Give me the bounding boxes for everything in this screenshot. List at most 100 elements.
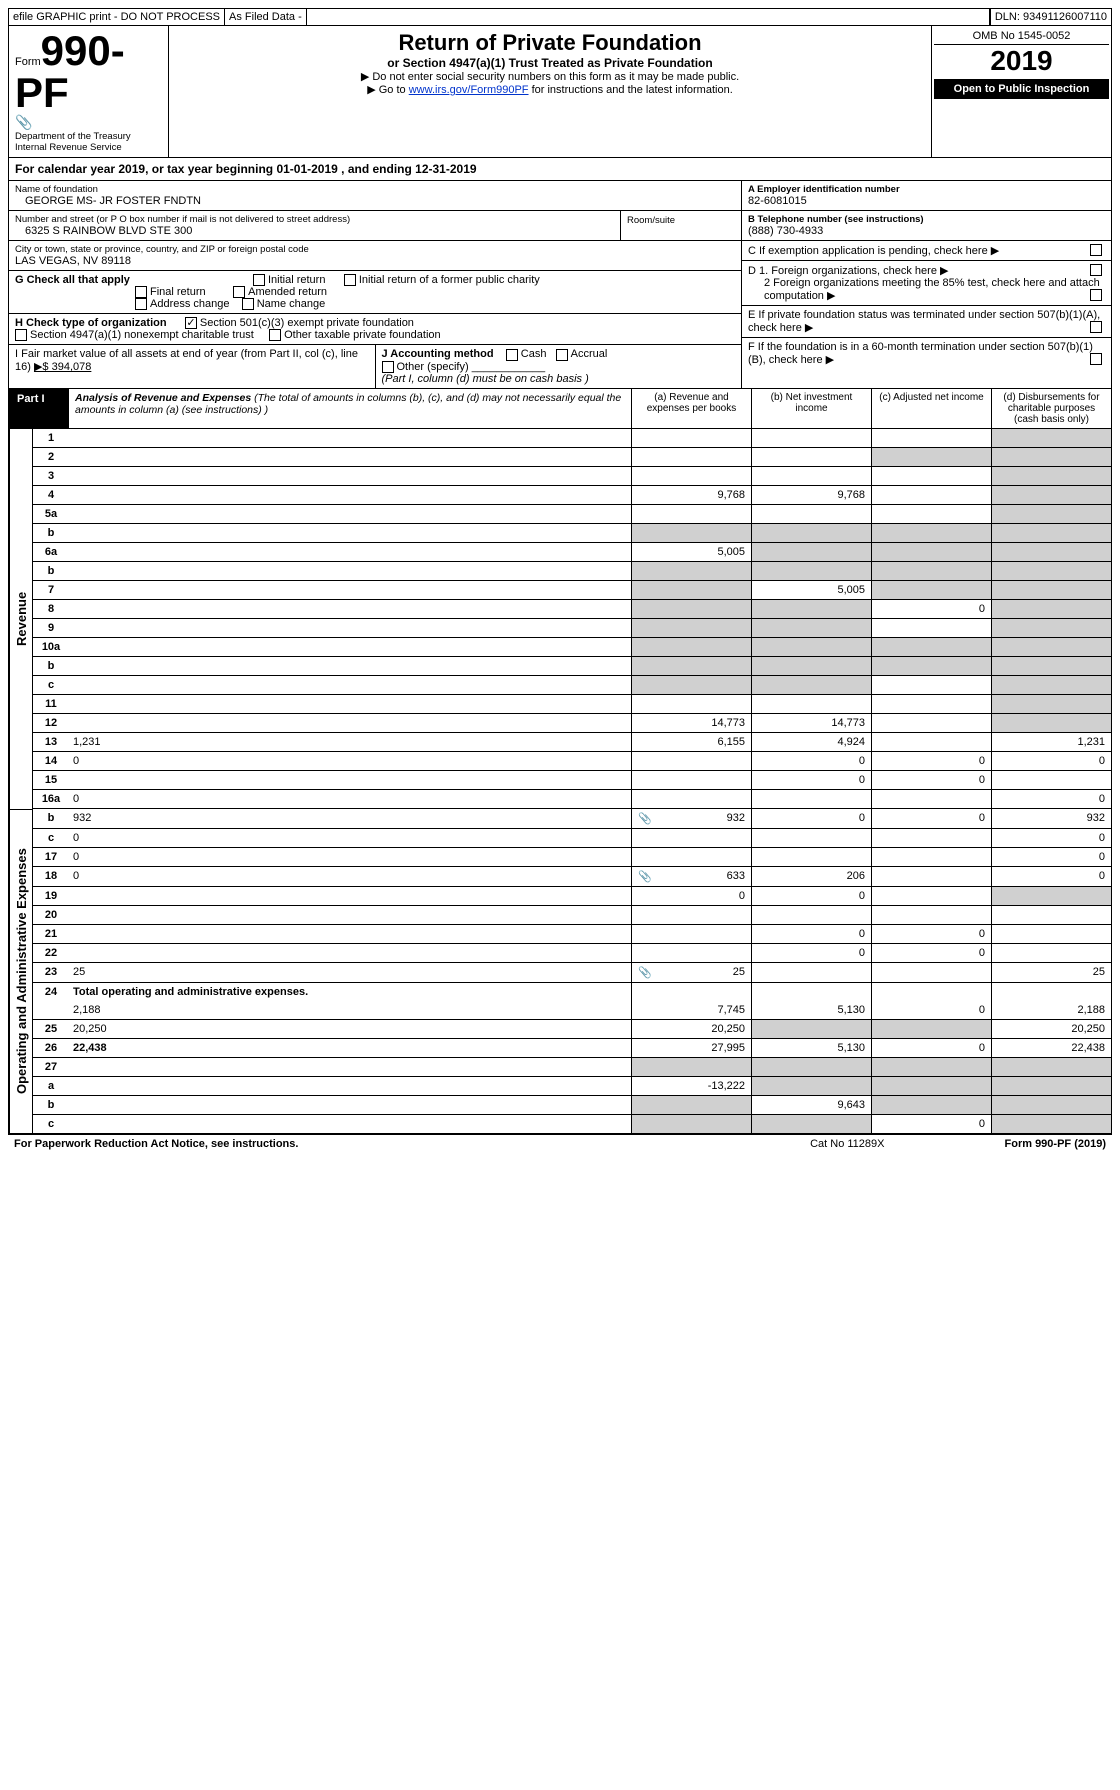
line-number: b [33, 809, 69, 828]
d1-text: D 1. Foreign organizations, check here [748, 265, 937, 277]
cell-c [871, 638, 991, 656]
asfiled-text: As Filed Data - [225, 9, 307, 25]
line-desc: 0 [69, 752, 631, 770]
cell-a: 📎25 [631, 963, 751, 982]
line-number: 13 [33, 733, 69, 751]
cell-d [991, 714, 1111, 732]
attachment-icon[interactable]: 📎 [638, 870, 652, 883]
cell-a [631, 619, 751, 637]
cell-d [991, 562, 1111, 580]
cb-addr-change[interactable] [135, 298, 147, 310]
cell-b: 0 [751, 925, 871, 943]
cell-d [991, 944, 1111, 962]
paperclip-icon: 📎 [15, 114, 162, 131]
cell-a [631, 790, 751, 808]
part1-table: Revenue Operating and Administrative Exp… [8, 429, 1112, 1134]
table-row: 2 [33, 448, 1111, 467]
cell-a: 7,745 [631, 1001, 751, 1019]
line-desc [69, 1077, 631, 1095]
i-section: I Fair market value of all assets at end… [9, 345, 376, 387]
cell-b [751, 1077, 871, 1095]
b-label: B Telephone number (see instructions) [748, 214, 924, 225]
table-row: 2100 [33, 925, 1111, 944]
section-f: F If the foundation is in a 60-month ter… [742, 338, 1111, 369]
cb-accrual[interactable] [556, 349, 568, 361]
cb-amended[interactable] [233, 286, 245, 298]
table-row: 1700 [33, 848, 1111, 867]
cell-a [631, 524, 751, 542]
table-row: 6a5,005 [33, 543, 1111, 562]
line-desc [69, 695, 631, 713]
cell-d: 1,231 [991, 733, 1111, 751]
omb: OMB No 1545-0052 [934, 28, 1109, 45]
table-row: c00 [33, 829, 1111, 848]
cell-d [991, 657, 1111, 675]
cell-a [631, 638, 751, 656]
c-label: C If exemption application is pending, c… [748, 245, 988, 257]
cell-d [991, 1115, 1111, 1133]
info-section: Name of foundation GEORGE MS- JR FOSTER … [8, 181, 1112, 389]
cell-d [991, 1077, 1111, 1095]
cell-b [751, 543, 871, 561]
cell-b [751, 848, 871, 866]
cb-name-change[interactable] [242, 298, 254, 310]
attachment-icon[interactable]: 📎 [638, 812, 652, 825]
cell-d [991, 638, 1111, 656]
line-desc [69, 925, 631, 943]
cell-b: 0 [751, 887, 871, 905]
foundation-name: GEORGE MS- JR FOSTER FNDTN [15, 195, 735, 207]
cell-a: 📎932 [631, 809, 751, 828]
cell-a [631, 467, 751, 485]
section-b: B Telephone number (see instructions) (8… [742, 211, 1111, 241]
cell-b [751, 448, 871, 466]
cell-a: 9,768 [631, 486, 751, 504]
line-desc [69, 657, 631, 675]
cb-e[interactable] [1090, 321, 1102, 333]
col-b: (b) Net investment income [751, 389, 871, 428]
cell-b [751, 429, 871, 447]
attachment-icon[interactable]: 📎 [638, 966, 652, 979]
cell-b [751, 619, 871, 637]
irs: Internal Revenue Service [15, 142, 162, 153]
part1-title: Analysis of Revenue and Expenses [75, 392, 251, 404]
header-left: Form990-PF 📎 Department of the Treasury … [9, 26, 169, 157]
cb-d2[interactable] [1090, 289, 1102, 301]
cell-b: 0 [751, 752, 871, 770]
line-number: 21 [33, 925, 69, 943]
cb-cash[interactable] [506, 349, 518, 361]
side-labels: Revenue Operating and Administrative Exp… [9, 429, 33, 1133]
ein: 82-6081015 [748, 195, 1105, 207]
irs-link[interactable]: www.irs.gov/Form990PF [409, 84, 529, 96]
cb-c[interactable] [1090, 244, 1102, 256]
cell-c: 0 [871, 1001, 991, 1019]
cb-other[interactable] [382, 361, 394, 373]
cb-501c3[interactable]: ✓ [185, 317, 197, 329]
cb-d1[interactable] [1090, 264, 1102, 276]
col-c: (c) Adjusted net income [871, 389, 991, 428]
cb-final[interactable] [135, 286, 147, 298]
cb-initial[interactable] [253, 274, 265, 286]
cell-c [871, 1058, 991, 1076]
cb-initial-former[interactable] [344, 274, 356, 286]
cell-c [871, 714, 991, 732]
dln: DLN: 93491126007110 [990, 9, 1111, 25]
line-number: 27 [33, 1058, 69, 1076]
cb-other-tax[interactable] [269, 329, 281, 341]
cell-a: 5,005 [631, 543, 751, 561]
cb-f[interactable] [1090, 353, 1102, 365]
table-row: 2,1887,7455,13002,188 [33, 1001, 1111, 1020]
table-row: 131,2316,1554,9241,231 [33, 733, 1111, 752]
cell-c [871, 906, 991, 924]
table-row: 1 [33, 429, 1111, 448]
cell-b [751, 657, 871, 675]
cell-a [631, 600, 751, 618]
cell-b [751, 829, 871, 847]
line-number: 24 [33, 983, 69, 1001]
line-desc [69, 714, 631, 732]
line-desc [69, 638, 631, 656]
line-number: 26 [33, 1039, 69, 1057]
cell-c [871, 1077, 991, 1095]
cell-c [871, 619, 991, 637]
cb-4947[interactable] [15, 329, 27, 341]
table-row: 3 [33, 467, 1111, 486]
